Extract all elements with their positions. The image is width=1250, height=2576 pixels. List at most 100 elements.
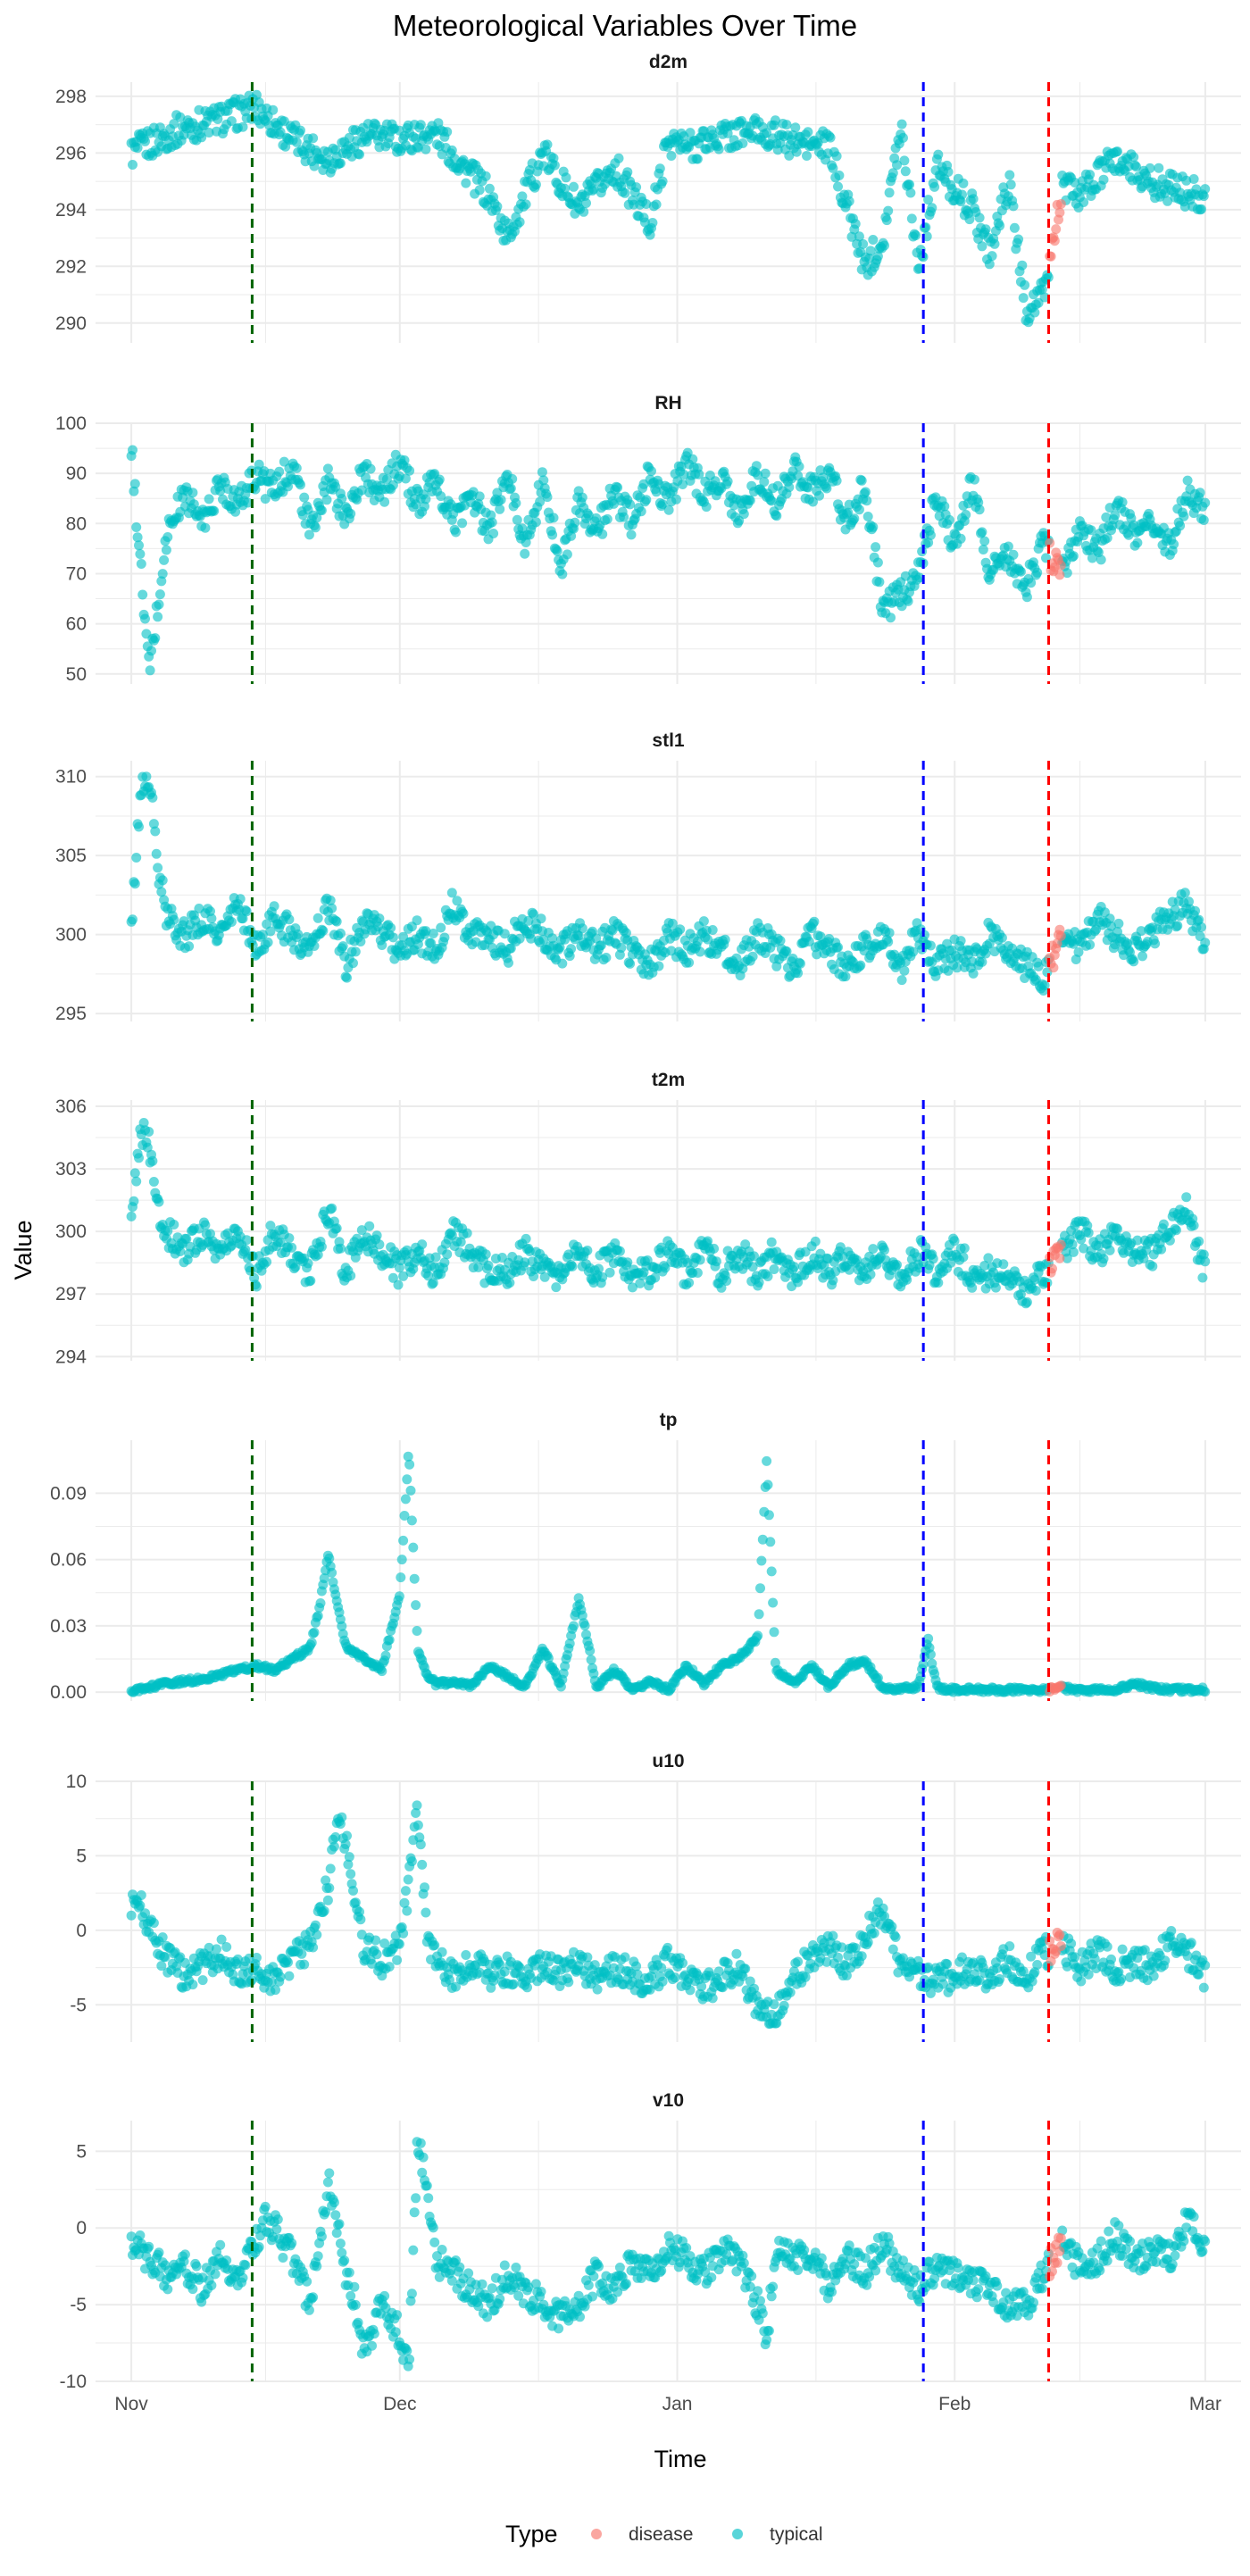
data-point-typical (958, 179, 968, 188)
data-point-typical (579, 207, 588, 217)
data-point-typical (967, 1283, 977, 1293)
data-point-typical (507, 474, 517, 484)
data-point-typical (1016, 567, 1026, 577)
data-point-typical (1129, 152, 1138, 162)
data-point-typical (904, 596, 913, 606)
data-point-typical (416, 1839, 426, 1849)
y-tick-label: 294 (55, 200, 87, 221)
y-tick-label: 80 (66, 513, 87, 534)
data-point-typical (789, 1262, 799, 1271)
data-point-typical (457, 518, 467, 528)
data-point-typical (826, 133, 836, 143)
data-point-typical (135, 549, 145, 559)
data-point-typical (1196, 204, 1206, 214)
data-point-typical (796, 959, 805, 969)
data-point-typical (317, 1242, 327, 1252)
data-point-typical (605, 1268, 615, 1278)
data-point-typical (851, 219, 861, 229)
data-point-typical (128, 160, 138, 170)
y-tick-label: 50 (66, 664, 87, 685)
data-point-typical (459, 909, 469, 919)
data-point-typical (970, 475, 979, 485)
data-point-typical (1031, 1286, 1041, 1296)
data-point-typical (521, 1234, 531, 1244)
data-point-typical (849, 513, 859, 523)
data-point-typical (833, 942, 843, 952)
data-point-typical (296, 1949, 306, 1959)
data-point-typical (979, 545, 988, 554)
data-point-typical (568, 1262, 578, 1271)
data-point-typical (317, 505, 327, 515)
data-point-typical (271, 1985, 280, 1995)
data-point-typical (569, 182, 579, 192)
data-point-typical (832, 151, 842, 161)
data-point-typical (832, 476, 842, 486)
data-point-typical (209, 506, 219, 516)
data-point-typical (492, 202, 502, 212)
data-point-typical (1200, 1687, 1210, 1696)
data-point-typical (1200, 938, 1210, 947)
data-point-typical (793, 968, 803, 978)
data-point-typical (421, 145, 430, 154)
data-point-typical (354, 150, 364, 160)
data-point-typical (488, 518, 497, 528)
data-point-typical (658, 177, 668, 187)
data-point-disease (1050, 236, 1060, 246)
data-point-typical (828, 1275, 838, 1285)
data-point-typical (150, 827, 160, 837)
data-point-typical (868, 522, 878, 532)
data-point-typical (898, 133, 908, 143)
data-point-typical (570, 518, 579, 528)
data-point-typical (721, 935, 730, 945)
data-point-typical (284, 914, 294, 924)
data-point-typical (162, 532, 172, 542)
data-point-typical (1042, 1278, 1052, 1288)
data-point-typical (188, 1980, 197, 1989)
data-point-typical (569, 1621, 579, 1631)
data-point-typical (144, 1127, 154, 1137)
data-point-typical (263, 938, 273, 947)
data-point-typical (933, 1278, 943, 1288)
data-point-typical (714, 145, 724, 154)
y-tick-label: 0.03 (50, 1616, 87, 1637)
data-point-typical (504, 958, 513, 968)
data-point-typical (1020, 280, 1029, 290)
data-point-typical (332, 1223, 342, 1233)
data-point-typical (506, 484, 516, 494)
data-point-typical (481, 171, 491, 181)
data-point-typical (582, 1246, 592, 1255)
data-point-typical (364, 1221, 374, 1231)
data-point-typical (397, 1555, 407, 1564)
data-point-typical (147, 793, 157, 803)
data-point-typical (153, 863, 162, 872)
data-point-typical (462, 1229, 472, 1238)
data-point-typical (739, 509, 749, 519)
data-point-typical (754, 1609, 764, 1619)
data-point-typical (127, 1212, 137, 1221)
data-point-typical (1112, 146, 1122, 156)
data-point-typical (762, 1456, 771, 1466)
data-point-typical (346, 1271, 355, 1280)
data-point-typical (983, 1253, 993, 1263)
data-point-typical (227, 917, 237, 927)
data-point-typical (146, 665, 155, 675)
data-point-typical (784, 482, 794, 492)
data-point-typical (200, 1221, 210, 1230)
data-point-typical (127, 1911, 137, 1921)
data-point-typical (398, 1929, 408, 1938)
data-point-typical (200, 523, 210, 533)
data-point-typical (283, 1957, 293, 1967)
data-point-typical (811, 1237, 821, 1246)
data-point-typical (436, 923, 446, 933)
data-point-typical (786, 1988, 796, 1997)
data-point-typical (684, 958, 694, 968)
y-tick-label: 0.00 (50, 1682, 87, 1703)
data-point-typical (566, 944, 576, 954)
data-point-typical (854, 504, 864, 514)
data-point-typical (326, 1863, 336, 1873)
y-tick-label: 90 (66, 463, 87, 484)
data-point-typical (141, 771, 151, 781)
data-point-typical (204, 494, 214, 504)
data-point-typical (833, 182, 843, 192)
data-point-typical (421, 495, 430, 504)
